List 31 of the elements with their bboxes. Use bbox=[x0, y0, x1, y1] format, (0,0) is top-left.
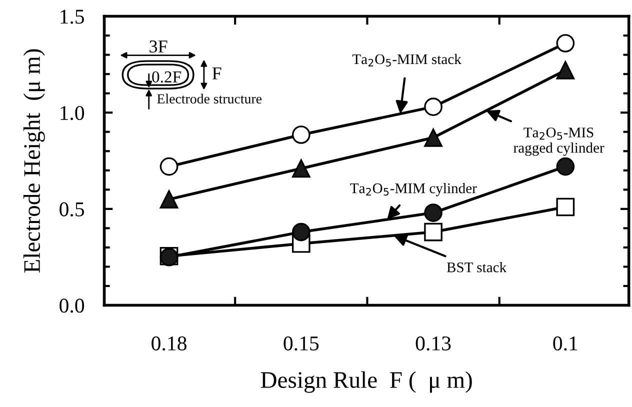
y-tick-label: 0.5 bbox=[60, 202, 84, 216]
series-label: BST stack bbox=[446, 262, 507, 272]
annotation: F bbox=[212, 67, 222, 80]
point bbox=[292, 126, 310, 144]
point bbox=[424, 222, 442, 242]
point bbox=[556, 157, 575, 176]
y-axis-title: Electrode Height (μ m) bbox=[23, 49, 45, 273]
legend-label: Ta$_{2}$O$_{5}$-MIS ragged cylinder bbox=[514, 128, 604, 156]
series-label: Ta$_{2}$O$_{5}$-MIM stack bbox=[352, 54, 462, 67]
point bbox=[424, 128, 442, 147]
series-label: Ta$_{2}$O$_{5}$-MIM cylinder bbox=[350, 182, 477, 196]
x-tick-label: 0.15 bbox=[284, 336, 319, 351]
point bbox=[160, 190, 178, 208]
point bbox=[160, 157, 178, 176]
point bbox=[556, 61, 575, 80]
x-tick-label: 0.13 bbox=[416, 336, 451, 351]
y-tick-label: 0.0 bbox=[60, 298, 84, 313]
annotation: Electrode structure bbox=[157, 94, 262, 104]
point bbox=[292, 222, 310, 242]
point bbox=[424, 204, 442, 222]
point bbox=[424, 98, 442, 116]
point bbox=[556, 198, 575, 216]
x-tick-label: 0.1 bbox=[553, 336, 578, 351]
x-tick-label: 0.18 bbox=[152, 336, 186, 351]
annotation: 0.2F bbox=[152, 71, 181, 83]
point bbox=[556, 34, 575, 52]
y-tick-label: 1.5 bbox=[60, 10, 84, 24]
y-tick-label: 1.0 bbox=[60, 106, 84, 120]
x-axis-title: Design Rule F ( μ m) bbox=[260, 371, 472, 393]
annotation: 3F bbox=[150, 40, 168, 53]
point bbox=[292, 159, 310, 178]
